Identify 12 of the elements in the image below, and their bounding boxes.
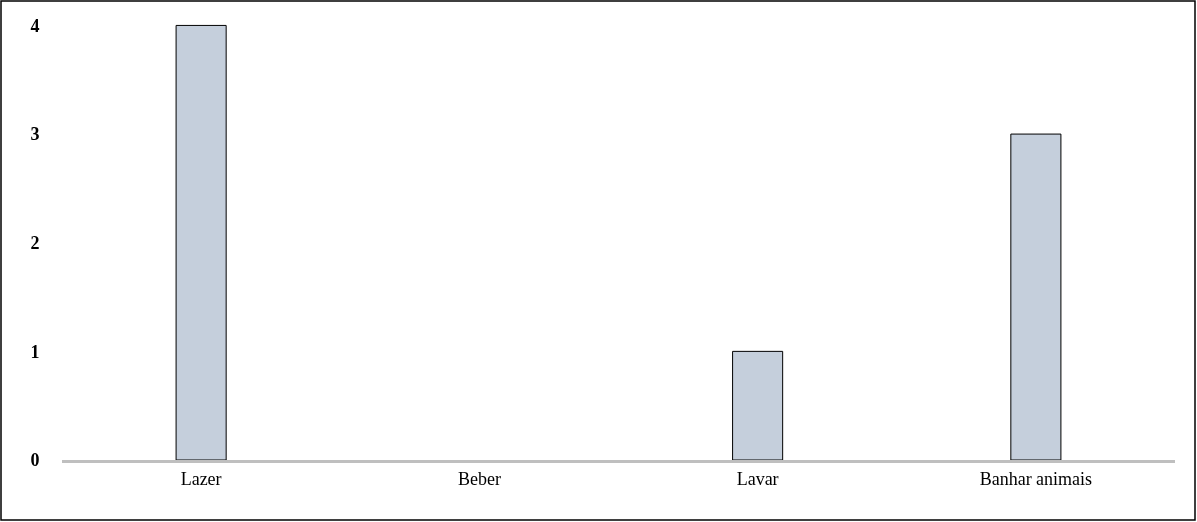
y-tick-label: 4 <box>30 15 40 36</box>
y-tick-label: 2 <box>30 233 40 254</box>
x-tick-label: Banhar animais <box>979 468 1093 489</box>
bar <box>175 24 227 460</box>
x-tick-label: Lavar <box>736 468 779 489</box>
bar <box>732 350 784 460</box>
x-tick-label: Beber <box>457 468 501 489</box>
bar <box>1010 133 1062 460</box>
y-tick-label: 0 <box>30 450 40 471</box>
y-tick-label: 1 <box>30 341 40 362</box>
x-tick-label: Lazer <box>180 468 222 489</box>
y-tick-label: 3 <box>30 124 40 145</box>
